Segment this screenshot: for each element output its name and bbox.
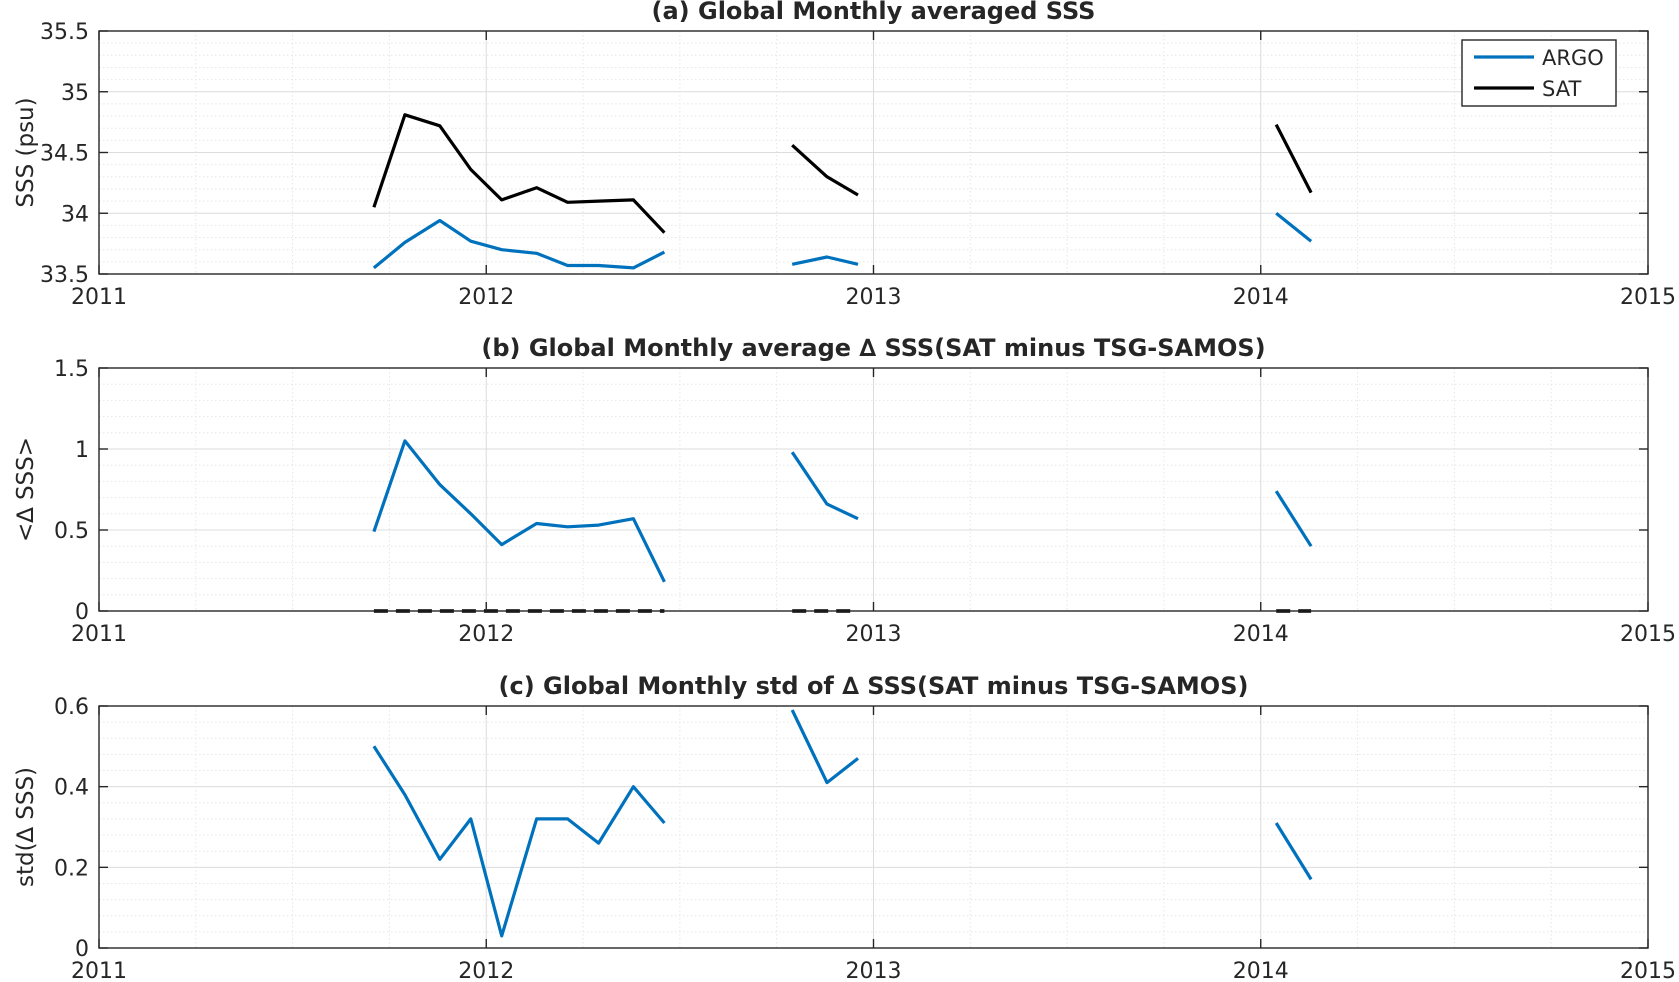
series-line-1-segment-2 xyxy=(790,451,859,521)
series-sat-segment-1 xyxy=(372,113,666,234)
y-tick-label: 0 xyxy=(75,937,89,962)
x-tick-label: 2012 xyxy=(458,285,514,310)
x-tick-label: 2013 xyxy=(846,959,902,982)
x-tick-label: 2011 xyxy=(71,622,127,647)
x-tick-label: 2012 xyxy=(458,622,514,647)
chart-title: (c) Global Monthly std of ∆ SSS(SAT minu… xyxy=(499,672,1249,700)
y-tick-label: 35.5 xyxy=(40,20,89,45)
chart-panel-3: 2011 2012 2013 2014 2015 0 0.2 0.4 0.6 (c) Global… xyxy=(13,672,1676,982)
y-tick-label: 34.5 xyxy=(40,142,89,167)
series-argo-segment-1 xyxy=(372,218,666,270)
y-axis-label: std(∆ SSS) xyxy=(13,767,39,887)
x-tick-label: 2012 xyxy=(458,959,514,982)
series-line-1-segment-1 xyxy=(372,439,666,583)
series-line-1-segment-3 xyxy=(1274,490,1313,548)
x-tick-label: 2014 xyxy=(1233,285,1289,310)
series-sat-segment-2 xyxy=(791,144,859,197)
y-tick-label: 0.5 xyxy=(54,519,89,544)
x-tick-label: 2014 xyxy=(1233,959,1289,982)
series-line-1-segment-2 xyxy=(790,709,859,785)
series-argo-segment-2 xyxy=(791,255,859,266)
x-tick-label: 2011 xyxy=(71,959,127,982)
x-tick-label: 2015 xyxy=(1620,959,1676,982)
legend: ARGO SAT xyxy=(1461,39,1617,107)
legend-label-argo: ARGO xyxy=(1542,46,1604,70)
y-tick-label: 1 xyxy=(75,438,89,463)
y-tick-label: 0 xyxy=(75,600,89,625)
chart-title: (a) Global Monthly averaged SSS xyxy=(652,0,1096,25)
x-tick-label: 2011 xyxy=(71,285,127,310)
y-tick-label: 0.4 xyxy=(54,776,89,801)
series-line-1-segment-1 xyxy=(372,745,666,938)
y-tick-label: 33.5 xyxy=(40,263,89,288)
series-line-1-segment-3 xyxy=(1274,822,1313,881)
legend-label-sat: SAT xyxy=(1542,77,1581,101)
legend-box xyxy=(1461,39,1617,107)
y-tick-label: 1.5 xyxy=(54,357,89,382)
y-tick-label: 35 xyxy=(61,81,89,106)
x-tick-label: 2013 xyxy=(846,285,902,310)
x-tick-label: 2015 xyxy=(1620,285,1676,310)
y-axis-label: SSS (psu) xyxy=(13,97,39,207)
x-tick-label: 2015 xyxy=(1620,622,1676,647)
y-tick-label: 0.6 xyxy=(54,695,89,720)
y-axis-label: <∆ SSS> xyxy=(13,437,39,542)
chart-panel-2: 2011 2012 2013 2014 2015 0 0.5 1 1.5 (b) Global M… xyxy=(13,334,1676,647)
x-tick-label: 2013 xyxy=(846,622,902,647)
series-argo-segment-3 xyxy=(1275,212,1313,243)
series-sat-segment-3 xyxy=(1274,123,1313,194)
chart-title: (b) Global Monthly average ∆ SSS(SAT min… xyxy=(481,334,1265,362)
x-tick-label: 2014 xyxy=(1233,622,1289,647)
y-tick-label: 34 xyxy=(61,202,89,227)
chart-panel-1: 2011 2012 2013 2014 2015 33.5 34 34.5 35 35.5 (a) … xyxy=(13,0,1676,310)
y-tick-label: 0.2 xyxy=(54,856,89,881)
